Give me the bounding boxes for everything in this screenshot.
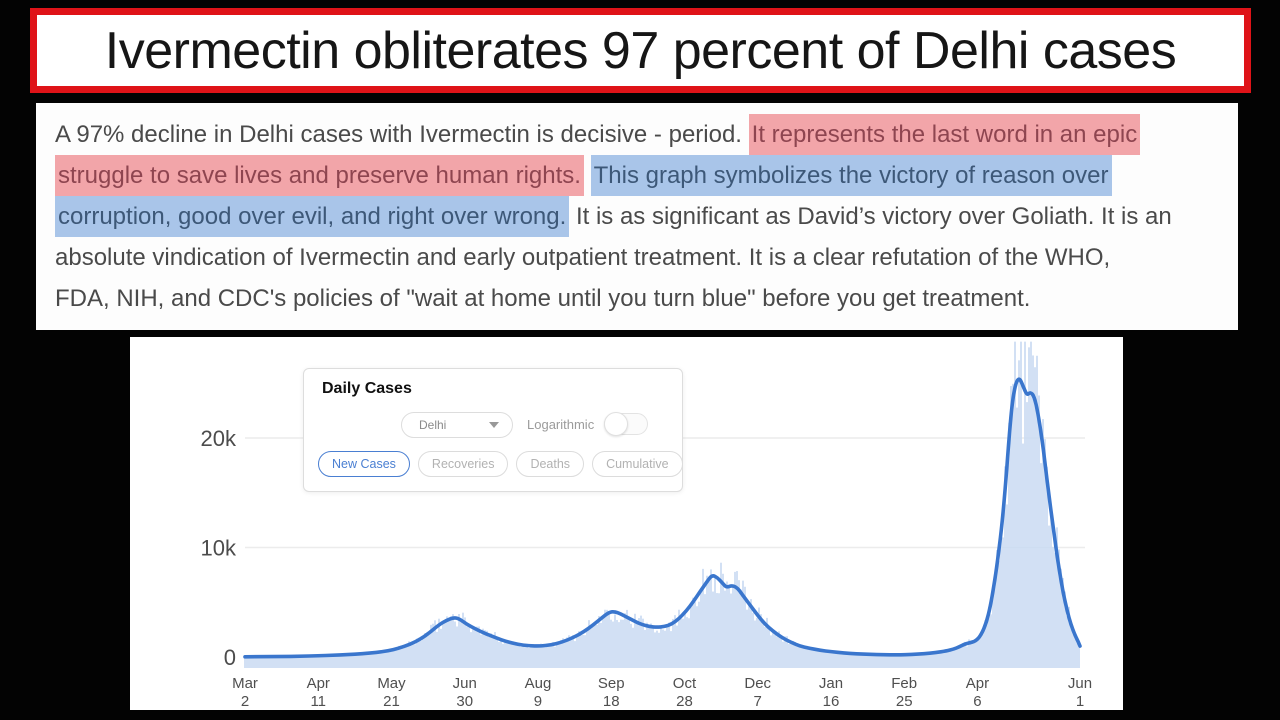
x-axis-label-day: 7: [754, 693, 762, 710]
x-axis-label-month: Dec: [744, 675, 771, 692]
paragraph-line: corruption, good over evil, and right ov…: [55, 196, 1238, 237]
bars-series: [244, 341, 1080, 668]
chart-controls-panel: Daily Cases Delhi Logarithmic New Cases R…: [303, 368, 683, 492]
x-axis-label-month: Apr: [307, 675, 330, 692]
region-dropdown[interactable]: Delhi: [401, 412, 513, 438]
tab-new-cases[interactable]: New Cases: [318, 451, 410, 477]
highlighted-text-pink: struggle to save lives and preserve huma…: [55, 155, 584, 196]
highlighted-text-blue: corruption, good over evil, and right ov…: [55, 196, 570, 237]
x-axis-label-month: Aug: [525, 675, 552, 692]
x-axis-label-day: 2: [241, 693, 249, 710]
series-tabs: New Cases Recoveries Deaths Cumulative: [318, 451, 683, 477]
paragraph-text: It is as significant as David’s victory …: [569, 203, 1172, 230]
x-axis-label-day: 30: [456, 693, 473, 710]
x-axis-label-day: 6: [973, 693, 981, 710]
paragraph-text: absolute vindication of Ivermectin and e…: [55, 244, 1111, 271]
toggle-knob: [604, 412, 628, 436]
highlighted-text-blue: This graph symbolizes the victory of rea…: [590, 155, 1112, 196]
logarithmic-label: Logarithmic: [527, 417, 595, 432]
x-axis-label-month: Feb: [891, 675, 917, 692]
x-axis-label-day: 16: [823, 693, 840, 710]
x-axis-label-month: Apr: [966, 675, 989, 692]
paragraph-line: A 97% decline in Delhi cases with Iverme…: [55, 114, 1238, 155]
chart-card: 0 10k 20k Mar 2 Apr 11 May 21 Jun 30 Aug 9 Sep 18 Oct 28…: [130, 337, 1123, 710]
x-axis-label-month: Jan: [819, 675, 843, 692]
tab-cumulative[interactable]: Cumulative: [592, 451, 683, 477]
logarithmic-toggle[interactable]: [604, 412, 648, 436]
x-axis-label-month: Mar: [232, 675, 258, 692]
x-axis-label-day: 21: [383, 693, 400, 710]
tab-deaths[interactable]: Deaths: [516, 451, 585, 477]
x-axis-label-day: 28: [676, 693, 693, 710]
x-axis-label-month: Jun: [453, 675, 477, 692]
x-axis-label-day: 9: [534, 693, 542, 710]
x-axis-label-day: 25: [896, 693, 913, 710]
chevron-down-icon: [489, 422, 499, 428]
headline-text: Ivermectin obliterates 97 percent of Del…: [104, 21, 1177, 80]
region-dropdown-value: Delhi: [419, 418, 447, 432]
trend-line: [243, 377, 1082, 659]
x-axis-label-day: 1: [1076, 693, 1084, 710]
tab-recoveries[interactable]: Recoveries: [417, 451, 509, 477]
x-axis-label-month: Sep: [598, 675, 625, 692]
paragraph-line: FDA, NIH, and CDC's policies of "wait at…: [55, 278, 1238, 319]
paragraph-line: absolute vindication of Ivermectin and e…: [55, 237, 1238, 278]
x-axis-label-month: May: [377, 675, 406, 692]
y-axis-label: 0: [224, 645, 236, 670]
headline-box: Ivermectin obliterates 97 percent of Del…: [30, 8, 1251, 93]
highlighted-text-pink: It represents the last word in an epic: [748, 114, 1141, 155]
paragraph-text: A 97% decline in Delhi cases with Iverme…: [55, 121, 749, 148]
paragraph-line: struggle to save lives and preserve huma…: [55, 155, 1238, 196]
daily-cases-chart: 010k20kMar2Apr11May21Jun30Aug9Sep18Oct28…: [201, 341, 1092, 710]
x-axis-label-month: Jun: [1068, 675, 1092, 692]
x-axis-label-month: Oct: [673, 675, 697, 692]
paragraph-text: FDA, NIH, and CDC's policies of "wait at…: [55, 285, 1031, 312]
paragraph: A 97% decline in Delhi cases with Iverme…: [55, 114, 1238, 319]
x-axis-label-day: 11: [310, 693, 326, 710]
paragraph-text: [584, 162, 591, 189]
paragraph-box: A 97% decline in Delhi cases with Iverme…: [36, 103, 1238, 330]
x-axis-label-day: 18: [603, 693, 620, 710]
chart-title: Daily Cases: [322, 380, 412, 397]
y-axis-label: 10k: [201, 536, 237, 561]
y-axis-label: 20k: [201, 426, 237, 451]
